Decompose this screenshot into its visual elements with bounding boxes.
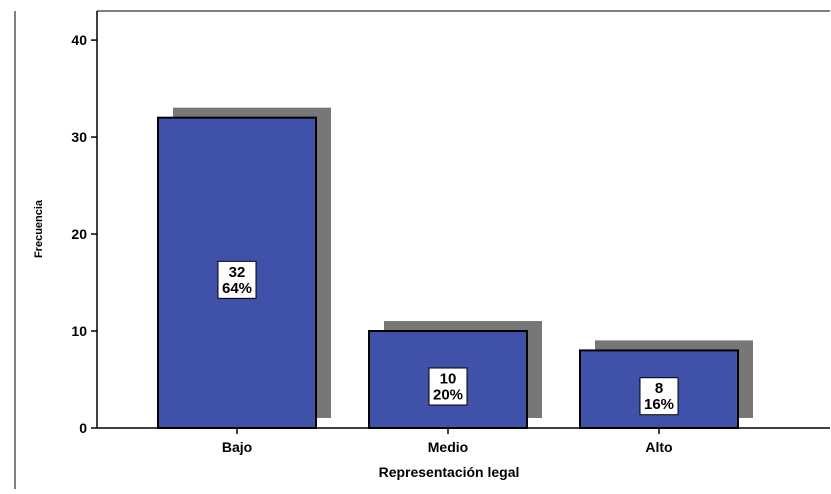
y-tick-label: 30 — [71, 129, 87, 145]
chart-frame — [14, 10, 830, 489]
y-axis-title: Frecuencia — [33, 199, 45, 258]
data-label-box — [428, 367, 468, 406]
data-label-count: 8 — [655, 380, 663, 397]
x-tick-label: Bajo — [222, 439, 252, 455]
y-tick-label: 0 — [79, 420, 87, 436]
data-label-count: 32 — [229, 264, 246, 281]
y-tick-label: 20 — [71, 226, 87, 242]
data-label-percent: 20% — [433, 387, 463, 404]
x-axis-title: Representación legal — [379, 464, 520, 480]
x-tick-label: Medio — [428, 439, 468, 455]
data-label-box — [639, 377, 679, 416]
x-tick-label: Alto — [645, 439, 672, 455]
data-label-box — [217, 260, 257, 299]
data-label-percent: 16% — [644, 396, 674, 413]
data-label-percent: 64% — [222, 280, 252, 297]
data-label-count: 10 — [440, 371, 457, 388]
y-tick-label: 10 — [71, 323, 87, 339]
y-tick-label: 40 — [71, 32, 87, 48]
